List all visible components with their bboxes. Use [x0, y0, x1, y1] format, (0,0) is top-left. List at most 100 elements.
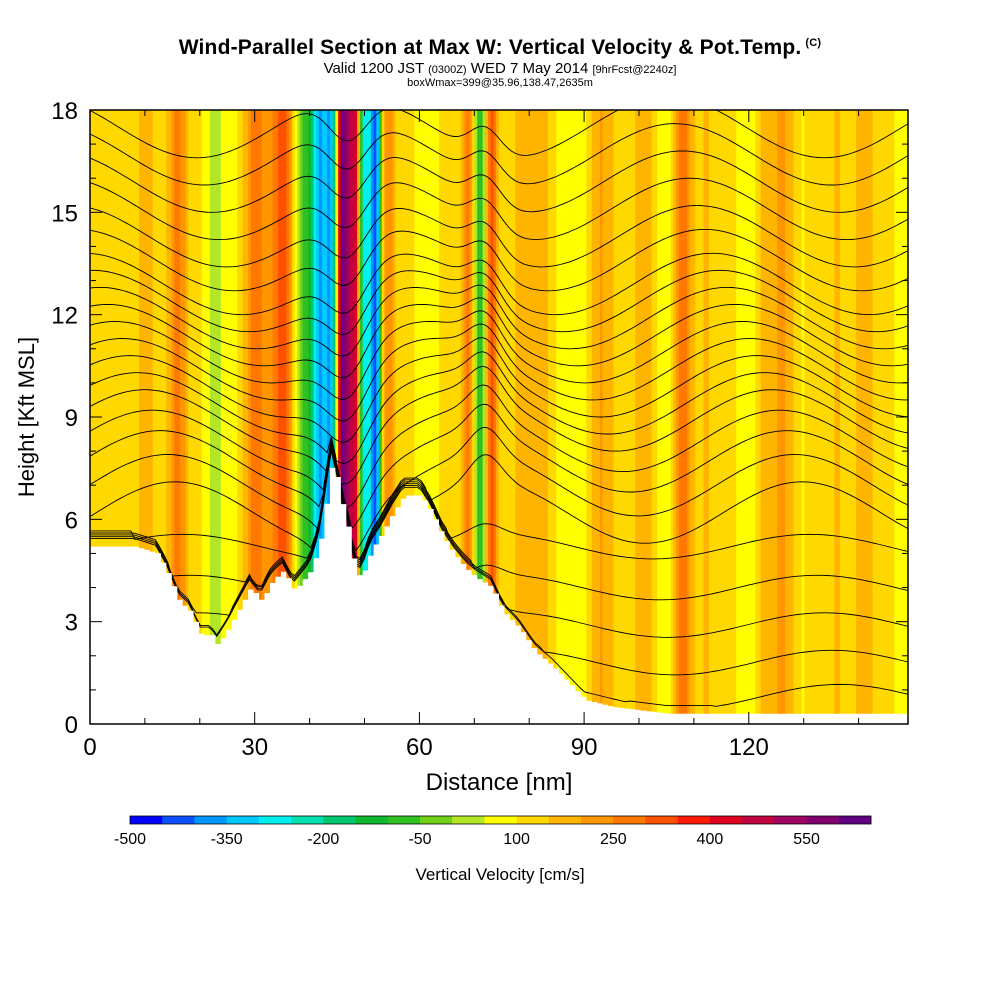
w-cell	[357, 110, 361, 724]
w-cell	[103, 110, 107, 724]
w-cell	[815, 110, 819, 724]
w-cell	[548, 110, 552, 724]
w-cell	[436, 110, 440, 724]
w-cell	[332, 110, 336, 724]
w-cell	[223, 110, 227, 724]
w-cell	[831, 110, 835, 724]
colorbar-swatch	[645, 816, 679, 824]
w-cell	[319, 110, 323, 724]
w-cell	[207, 110, 211, 724]
copyright-mark: (C)	[805, 37, 822, 49]
valid-utc: (0300Z)	[428, 64, 467, 76]
theta-contour-line	[90, 284, 908, 357]
w-cell	[376, 110, 380, 724]
w-cell	[460, 110, 465, 724]
w-cell	[774, 110, 778, 724]
w-cell	[793, 110, 797, 724]
w-cell	[875, 110, 879, 724]
x-axis-label: Distance [nm]	[426, 769, 573, 796]
w-cell	[657, 110, 661, 724]
w-cell	[818, 110, 822, 724]
w-cell	[409, 110, 413, 724]
colorbar-swatch	[323, 816, 356, 824]
w-cell	[848, 110, 852, 724]
colorbar-swatch	[581, 816, 614, 824]
colorbar-swatch	[226, 816, 260, 824]
w-cell	[564, 110, 568, 724]
w-cell	[439, 110, 443, 724]
w-cell	[490, 110, 495, 724]
w-cell	[580, 110, 585, 724]
w-cell	[768, 110, 773, 724]
w-cell	[823, 110, 827, 724]
w-cell	[406, 110, 410, 724]
w-cell	[155, 110, 159, 724]
colorbar-frame	[129, 815, 872, 825]
w-cell	[708, 110, 713, 724]
w-cell	[269, 110, 274, 724]
w-cell	[398, 110, 402, 724]
w-cell	[171, 110, 176, 724]
w-cell	[578, 110, 582, 724]
colorbar-swatch	[162, 816, 195, 824]
colorbar-swatch	[516, 816, 550, 824]
w-cell	[335, 110, 339, 724]
w-cell	[327, 110, 331, 724]
w-cell	[706, 110, 710, 724]
colorbar-swatch	[838, 816, 872, 824]
w-cell	[676, 110, 680, 724]
colorbar-swatch	[806, 816, 840, 824]
colorbar-tick-label: -350	[211, 831, 243, 848]
theta-contour-line	[90, 351, 908, 464]
w-cell	[220, 110, 225, 724]
w-cell	[542, 110, 546, 724]
w-cell	[714, 110, 718, 724]
w-cell	[340, 110, 345, 724]
theta-contour-line	[90, 403, 908, 530]
w-cell	[231, 110, 236, 724]
w-cell	[346, 110, 350, 724]
w-cell	[687, 110, 691, 724]
w-cell	[684, 110, 688, 724]
w-cell	[193, 110, 197, 724]
w-cell	[763, 110, 767, 724]
w-cell	[109, 110, 113, 724]
w-cell	[130, 110, 135, 724]
w-cell	[384, 110, 388, 724]
y-axis-label: Height [Kft MSL]	[14, 337, 39, 497]
w-cell	[654, 110, 658, 724]
w-cell	[234, 110, 238, 724]
w-cell	[733, 110, 737, 724]
colorbar-swatch	[258, 816, 292, 824]
x-tick-label: 90	[571, 734, 598, 761]
w-cell	[144, 110, 148, 724]
y-tick-label: 15	[51, 200, 78, 227]
w-cell	[444, 110, 448, 724]
w-cell	[807, 110, 811, 724]
w-cell	[499, 110, 503, 724]
w-cell	[845, 110, 849, 724]
w-cell	[368, 110, 372, 724]
w-cell	[395, 110, 399, 724]
w-cell	[872, 110, 876, 724]
w-cell	[212, 110, 217, 724]
w-cell	[678, 110, 683, 724]
w-cell	[485, 110, 489, 724]
w-cell	[218, 110, 222, 724]
w-cell	[886, 110, 890, 724]
w-cell	[703, 110, 707, 724]
w-cell	[209, 110, 214, 724]
w-cell	[717, 110, 721, 724]
w-cell	[700, 110, 705, 724]
w-cell	[122, 110, 127, 724]
w-cell	[583, 110, 587, 724]
y-tick-label: 12	[51, 303, 78, 330]
valid-date: WED 7 May 2014	[470, 60, 589, 77]
w-cell	[381, 110, 386, 724]
colorbar-swatch	[130, 816, 163, 824]
w-cell	[392, 110, 396, 724]
w-cell	[738, 110, 743, 724]
w-cell	[272, 110, 277, 724]
w-cell	[403, 110, 407, 724]
